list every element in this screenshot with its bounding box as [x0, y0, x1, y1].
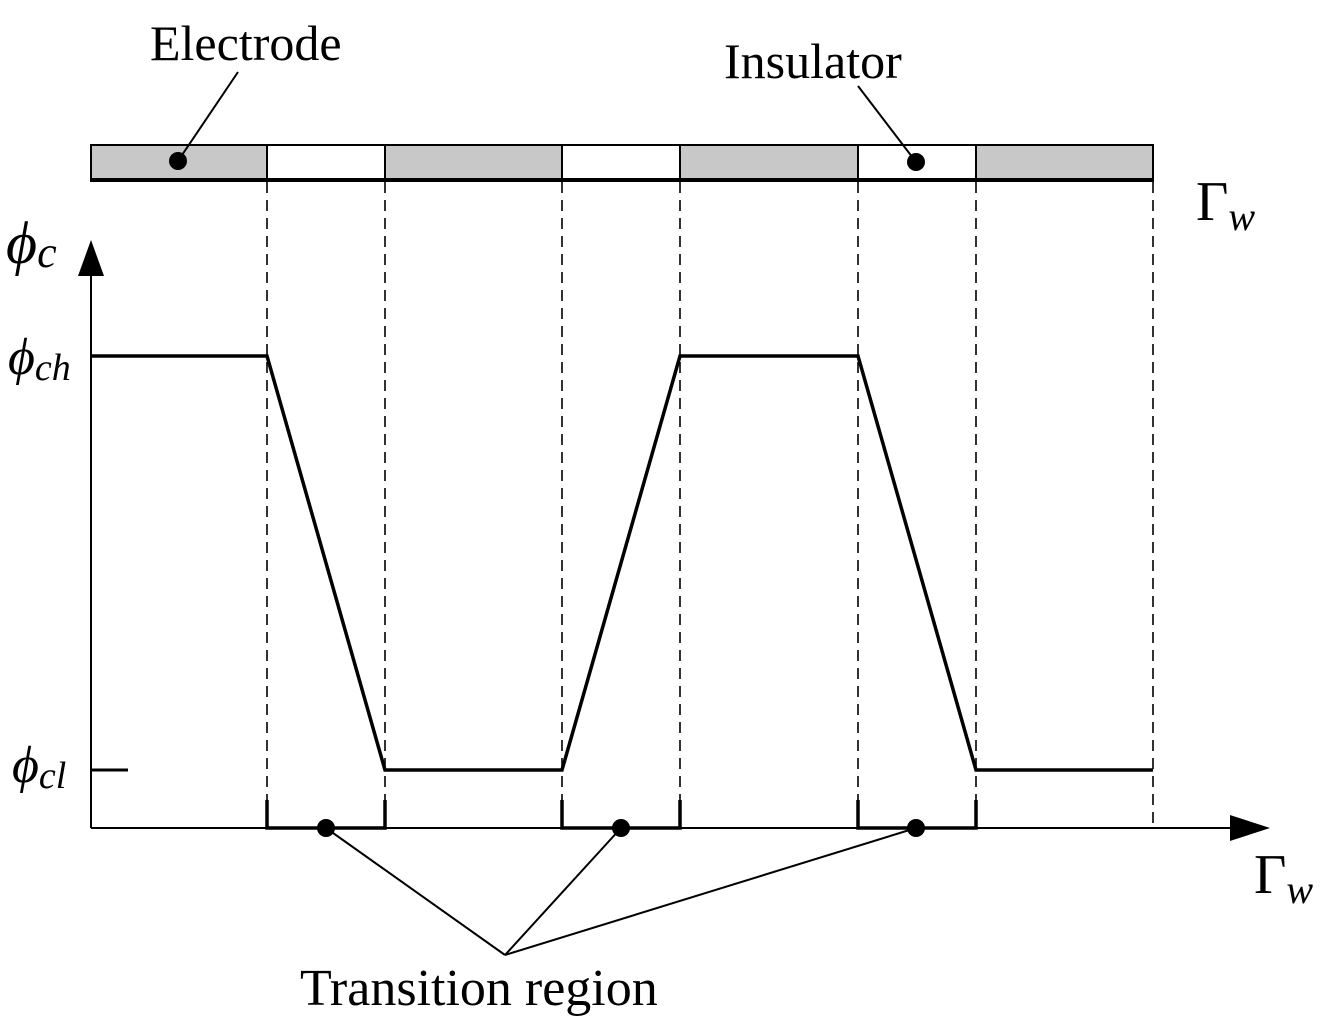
transition-leader-line-1	[325, 827, 506, 956]
phi-ch-sub: ch	[35, 347, 71, 389]
gamma-w-axis-sub: w	[1286, 867, 1313, 912]
x-axis-arrowhead	[1230, 815, 1270, 841]
y-axis-arrowhead	[78, 240, 104, 276]
transition-leader-line-2	[504, 827, 622, 956]
axes	[78, 240, 1270, 841]
strip-segment-electrode-2	[384, 144, 563, 182]
transition-dot-2	[612, 819, 630, 837]
electrode-label: Electrode	[150, 15, 342, 71]
transition-dot-3	[907, 819, 925, 837]
leader-lines	[177, 71, 917, 956]
strip-segment-electrode-3	[679, 144, 859, 182]
gamma-w-top-base: Γ	[1196, 171, 1228, 233]
strip-segment-insulator-2	[561, 144, 681, 182]
phi-cl-sub: cl	[39, 755, 66, 797]
phi-c-sub: c	[37, 228, 57, 277]
electrode-insulator-strip	[90, 144, 1154, 182]
phi-cl-base: ϕ	[12, 737, 39, 794]
phi-cl-label: ϕcl	[12, 737, 66, 797]
insulator-label: Insulator	[724, 33, 902, 89]
gamma-w-axis-label: Γw	[1254, 844, 1313, 912]
strip-segment-electrode-4	[975, 144, 1154, 182]
phi-ch-label: ϕch	[8, 329, 71, 389]
phi-c-label: ϕc	[6, 210, 57, 277]
gamma-w-axis-base: Γ	[1254, 844, 1286, 906]
electrode-leader-line	[177, 71, 239, 162]
transition-region-label: Transition region	[300, 960, 658, 1017]
insulator-dot	[907, 153, 925, 171]
dashed-guides	[266, 182, 1154, 828]
phi-ch-base: ϕ	[8, 329, 35, 386]
electrode-dot	[169, 152, 187, 170]
transition-leader-line-3	[504, 827, 917, 956]
potential-waveform	[91, 354, 1153, 772]
transition-dot-1	[317, 819, 335, 837]
marker-dots	[169, 152, 925, 837]
insulator-leader-line	[857, 85, 917, 163]
gamma-w-top-sub: w	[1228, 194, 1255, 239]
phi-c-base: ϕ	[6, 210, 37, 276]
gamma-w-top-label: Γw	[1196, 171, 1255, 239]
strip-segment-insulator-1	[266, 144, 386, 182]
